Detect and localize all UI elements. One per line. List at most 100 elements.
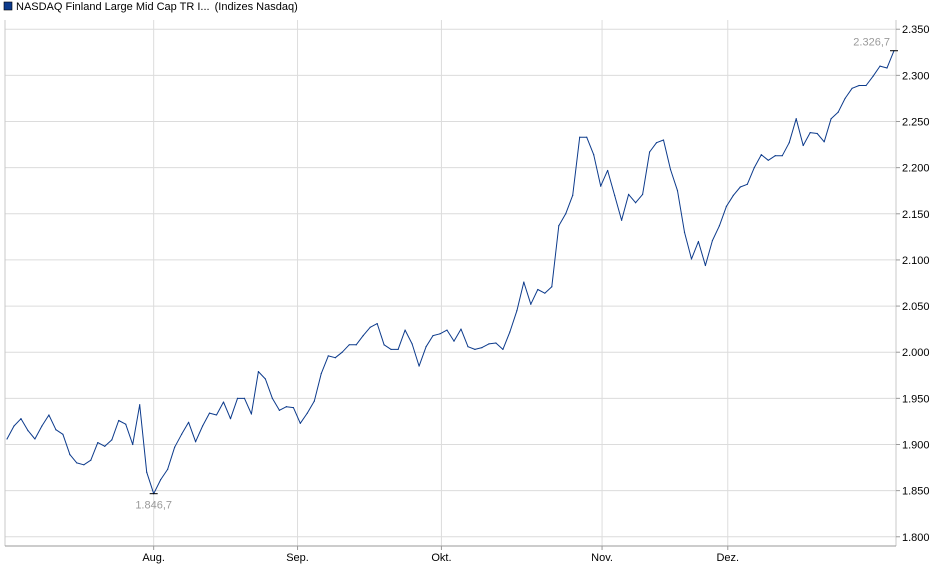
- data-point: [48, 414, 50, 416]
- data-point: [732, 194, 734, 196]
- legend-series-name: NASDAQ Finland Large Mid Cap TR I...: [16, 1, 210, 13]
- data-point: [160, 478, 162, 481]
- data-point: [718, 225, 720, 227]
- data-point: [167, 468, 169, 471]
- data-point: [383, 344, 385, 346]
- data-point: [104, 445, 106, 447]
- data-point: [865, 84, 867, 87]
- legend-source: (Indizes Nasdaq): [215, 1, 298, 13]
- x-tick-label: Okt.: [431, 552, 451, 564]
- y-tick-label: 1.800: [902, 532, 930, 544]
- data-point: [851, 87, 853, 89]
- data-point: [600, 185, 602, 187]
- legend: NASDAQ Finland Large Mid Cap TR I... (Ind…: [3, 1, 298, 13]
- data-point: [572, 194, 574, 196]
- data-point: [858, 84, 860, 87]
- x-tick-label: Nov.: [591, 552, 613, 564]
- data-point: [830, 118, 832, 120]
- data-point: [746, 183, 748, 185]
- data-point: [418, 365, 420, 367]
- x-tick-label: Dez.: [716, 552, 739, 564]
- y-tick-label: 2.000: [902, 347, 930, 359]
- data-point: [537, 288, 539, 291]
- data-point: [467, 346, 469, 348]
- data-point: [411, 343, 413, 345]
- data-point: [774, 155, 776, 157]
- data-point: [278, 409, 280, 411]
- data-point: [355, 344, 357, 346]
- data-point: [327, 355, 329, 357]
- data-point: [593, 154, 595, 156]
- y-axis-tick-labels: 1.800 1.850 1.900 1.950 2.000 2.050 2.100 2.150…: [896, 24, 930, 544]
- data-point: [655, 142, 658, 144]
- data-point: [886, 67, 888, 69]
- x-tick-label: Aug.: [142, 552, 165, 564]
- data-point: [76, 462, 78, 464]
- data-point: [250, 413, 253, 415]
- data-point: [627, 193, 630, 196]
- y-tick-label: 1.950: [902, 393, 930, 405]
- y-tick-label: 2.250: [902, 117, 930, 129]
- data-point: [460, 328, 462, 330]
- legend-swatch: [3, 1, 13, 11]
- data-point: [201, 425, 204, 427]
- data-point: [313, 400, 315, 402]
- max-value-label: 2.326,7: [853, 37, 890, 49]
- data-point: [376, 323, 378, 325]
- y-tick-label: 1.900: [902, 439, 930, 451]
- data-point: [767, 159, 769, 161]
- data-point: [704, 264, 707, 267]
- data-point: [27, 430, 29, 432]
- data-point: [257, 370, 260, 373]
- data-point: [809, 131, 811, 134]
- data-point: [788, 142, 790, 144]
- data-point: [697, 240, 700, 243]
- data-point: [579, 136, 581, 138]
- data-point: [320, 372, 322, 375]
- data-point: [111, 439, 113, 441]
- data-point: [6, 438, 8, 440]
- series-line: [6, 50, 895, 495]
- data-point: [641, 193, 644, 196]
- data-point: [299, 422, 301, 424]
- data-point: [795, 118, 797, 120]
- data-point: [816, 132, 818, 135]
- data-point: [760, 154, 762, 156]
- data-point: [551, 286, 553, 288]
- data-point: [558, 225, 560, 227]
- data-point: [243, 397, 246, 399]
- data-point: [495, 342, 497, 344]
- data-point: [481, 346, 483, 349]
- data-point: [69, 454, 71, 456]
- data-point: [292, 406, 294, 409]
- data-point: [614, 194, 616, 196]
- x-tick-label: Sep.: [286, 552, 309, 564]
- data-point: [404, 329, 406, 331]
- data-point: [802, 144, 804, 147]
- data-point: [118, 419, 120, 422]
- data-point: [432, 335, 434, 337]
- data-point: [97, 442, 99, 444]
- data-point: [334, 357, 336, 359]
- data-point: [125, 423, 127, 425]
- data-point: [474, 348, 476, 351]
- data-point: [83, 464, 85, 466]
- data-point: [390, 348, 392, 351]
- data-point: [781, 155, 783, 157]
- data-point: [348, 344, 350, 346]
- data-point: [306, 412, 308, 414]
- x-axis-tick-labels: Aug. Sep. Okt. Nov. Dez.: [142, 546, 739, 564]
- data-point: [523, 281, 525, 283]
- data-point: [586, 136, 588, 138]
- data-point: [62, 433, 64, 435]
- data-point: [215, 414, 218, 416]
- data-point: [222, 401, 225, 403]
- y-tick-label: 1.850: [902, 486, 930, 498]
- data-point: [20, 418, 22, 420]
- y-tick-label: 2.100: [902, 255, 930, 267]
- data-point: [181, 433, 183, 435]
- data-point: [41, 425, 43, 427]
- data-point: [676, 190, 679, 192]
